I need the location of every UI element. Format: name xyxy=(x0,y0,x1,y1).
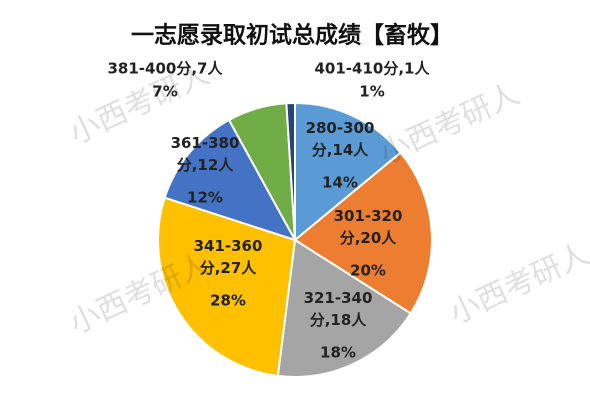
pie-slice xyxy=(285,101,296,241)
label-line: 分,14人 xyxy=(312,141,370,159)
label-line: 301-320 xyxy=(334,207,403,225)
value-label: 18% xyxy=(320,344,356,362)
slice-label: 301-320 分,20人 xyxy=(334,207,403,247)
label-line: 分,18人 xyxy=(310,311,368,329)
value-label: 14% xyxy=(322,174,358,192)
label-line: 分,12人 xyxy=(177,156,235,174)
label-line: 分,20人 xyxy=(340,229,398,247)
slice-label: 280-300 分,14人 xyxy=(306,119,375,159)
value-label: 28% xyxy=(210,292,246,310)
slice-label: 381-400分,7人 xyxy=(108,60,224,78)
slice-label: 321-340 分,18人 xyxy=(304,289,373,329)
value-label: 7% xyxy=(152,83,177,101)
slice-label: 341-360 分,27人 xyxy=(194,237,263,277)
label-line: 341-360 xyxy=(194,237,263,255)
label-line: 280-300 xyxy=(306,119,375,137)
value-label: 1% xyxy=(359,83,384,101)
pie-slice xyxy=(294,101,402,243)
label-line: 361-380 xyxy=(171,134,240,152)
value-label: 20% xyxy=(350,262,386,280)
label-line: 分,27人 xyxy=(200,259,258,277)
label-line: 321-340 xyxy=(304,289,373,307)
slice-label: 401-410分,1人 xyxy=(315,60,431,78)
pie-slice xyxy=(276,238,413,378)
chart-title: 一志愿录取初试总成绩【畜牧】 xyxy=(131,22,453,49)
slice-label: 361-380 分,12人 xyxy=(171,134,240,174)
value-label: 12% xyxy=(187,189,223,207)
pie-slice xyxy=(293,151,433,315)
pie-slice xyxy=(163,118,298,242)
pie-slice xyxy=(157,196,297,378)
